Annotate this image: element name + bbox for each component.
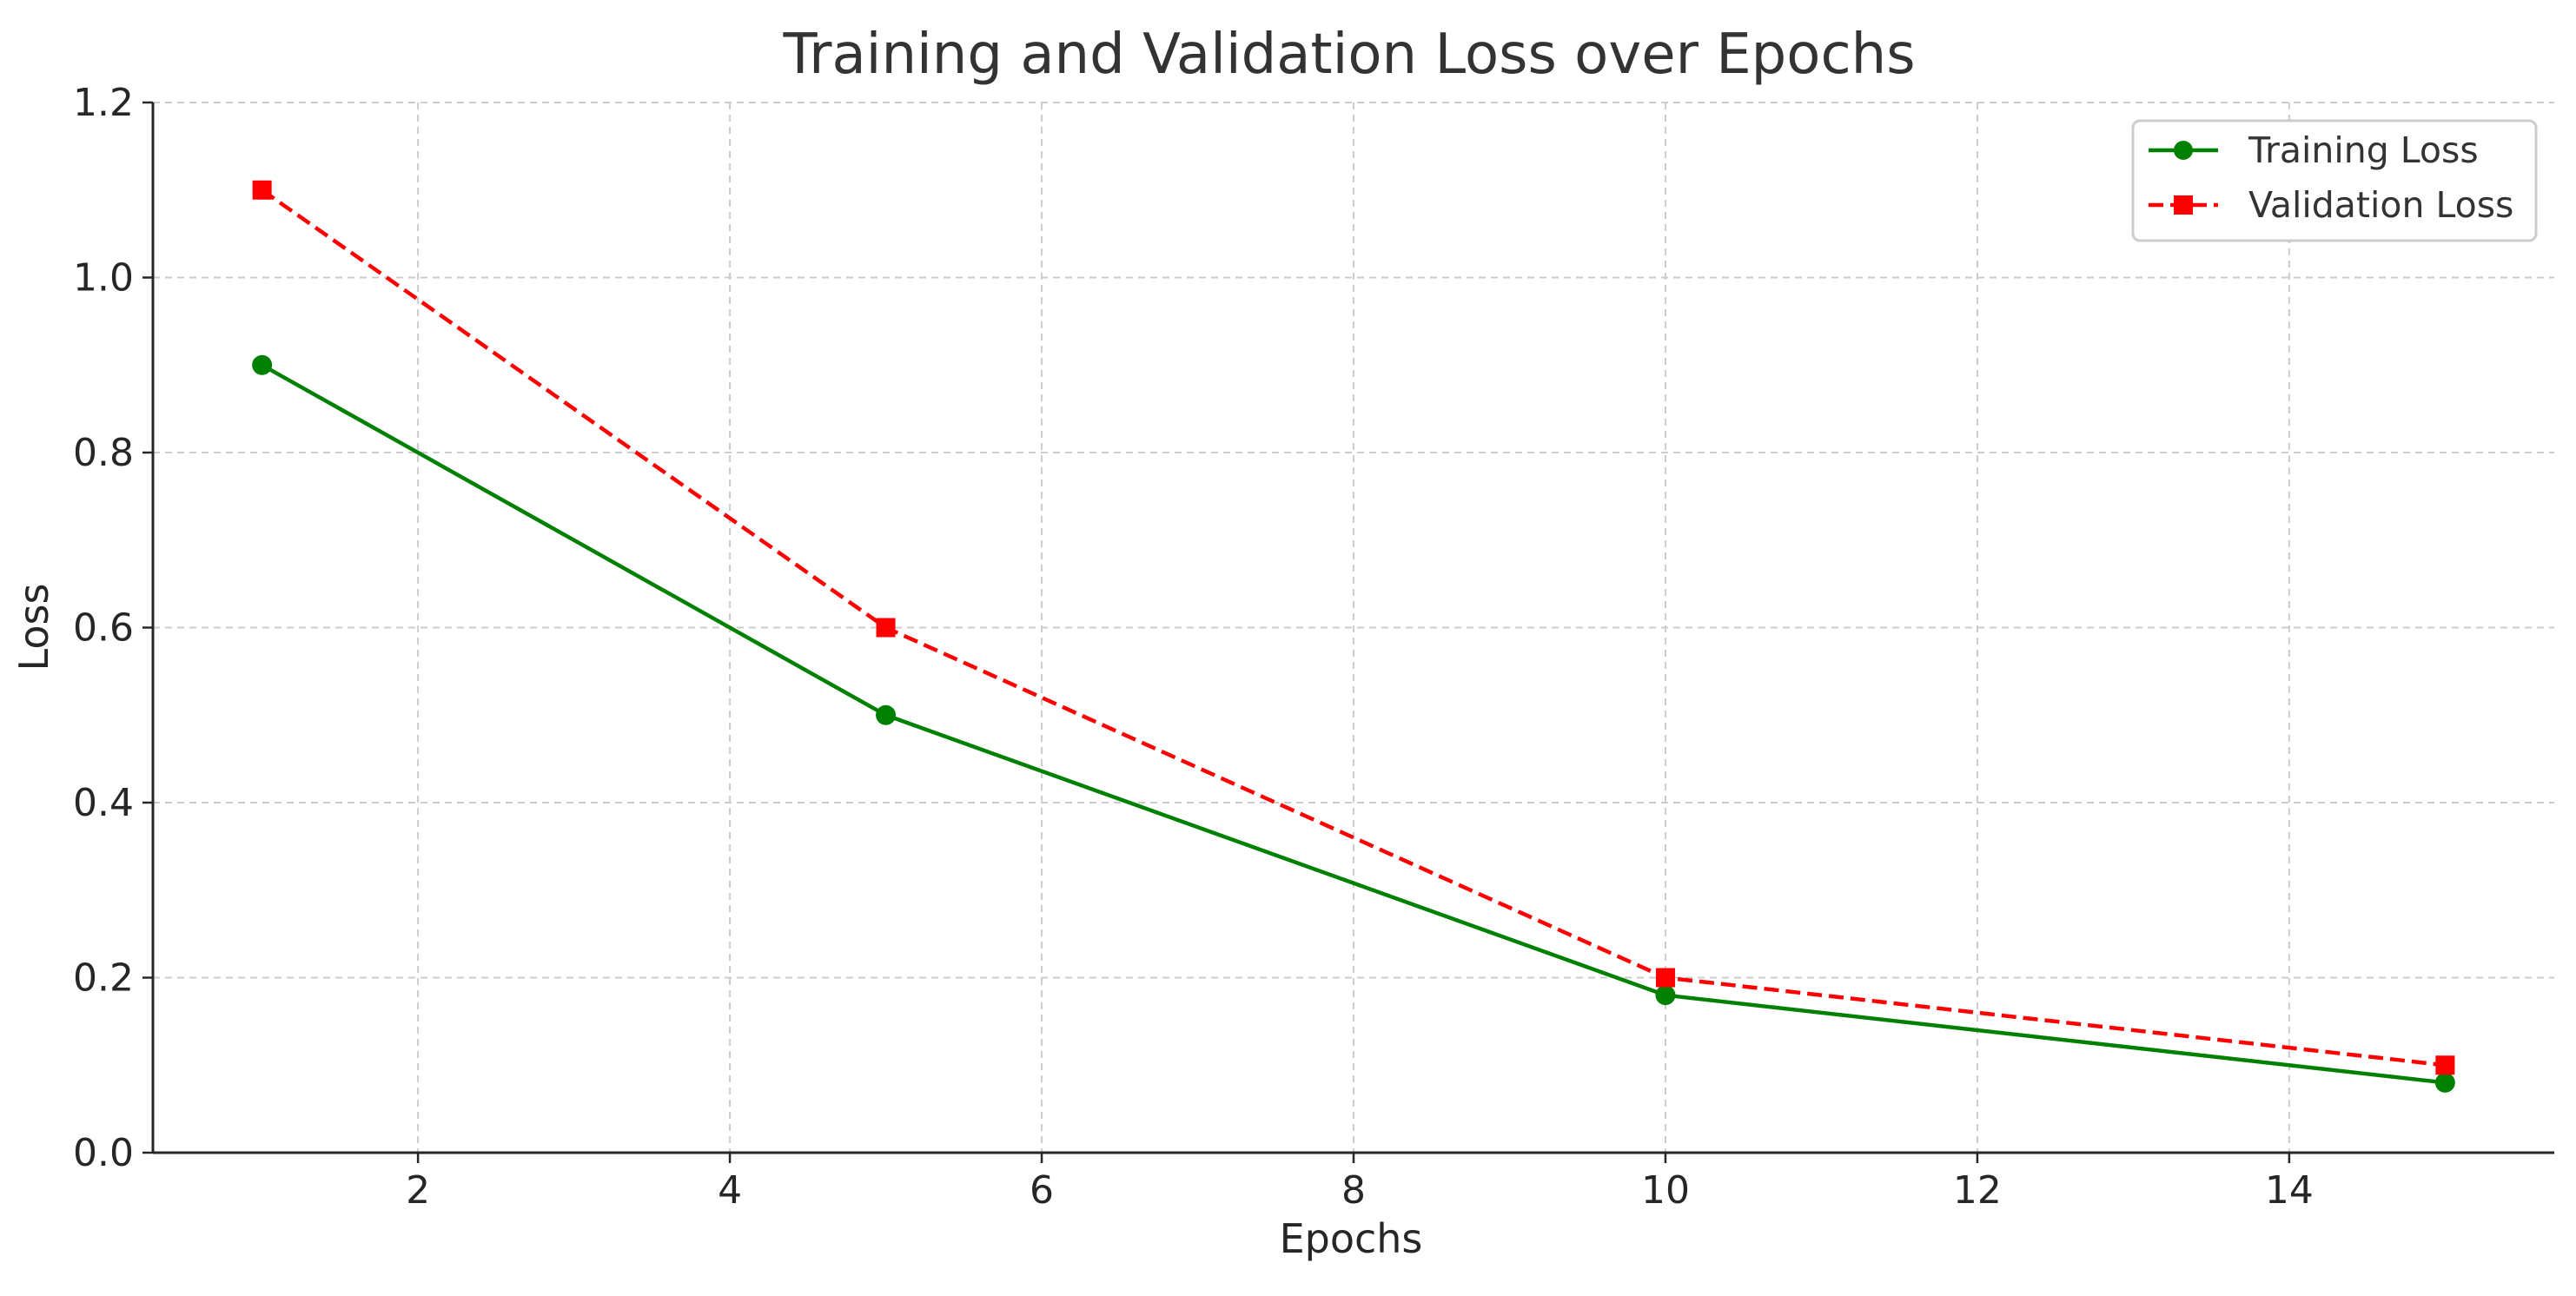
legend-label-validation: Validation Loss [2248, 184, 2513, 226]
legend-entry-training: Training Loss [2149, 129, 2479, 171]
x-tick-label: 6 [1030, 1168, 1054, 1213]
training-loss-point [1655, 985, 1676, 1006]
legend-entry-validation: Validation Loss [2149, 184, 2513, 226]
training-loss-point [2434, 1072, 2455, 1093]
validation-loss-point [1655, 968, 1675, 988]
legend: Training Loss Validation Loss [2131, 119, 2538, 242]
y-tick-label: 0.8 [73, 431, 134, 475]
legend-marker-training [2174, 141, 2193, 160]
chart-title: Training and Validation Loss over Epochs [782, 23, 1915, 87]
legend-marker-validation [2174, 195, 2193, 215]
x-tick-label: 8 [1341, 1168, 1366, 1213]
x-tick-label: 12 [1953, 1168, 2002, 1213]
y-tick-label: 0.2 [73, 956, 134, 1001]
x-tick-label: 2 [406, 1168, 430, 1213]
validation-loss-point [2435, 1055, 2455, 1075]
training-loss-point [252, 354, 273, 375]
y-tick-label: 0.6 [73, 606, 134, 651]
y-tick-label: 0.0 [73, 1131, 134, 1175]
validation-loss-point [876, 618, 896, 638]
series-layer [252, 180, 2455, 1093]
training-loss-point [876, 704, 897, 725]
y-tick-label: 1.2 [73, 81, 134, 125]
y-axis-label: Loss [10, 584, 57, 671]
y-tick-label: 0.4 [73, 781, 134, 825]
validation-loss-point [252, 180, 272, 200]
grid-layer [153, 102, 2554, 1154]
validation-loss-line [261, 188, 2446, 1068]
training-loss-line [261, 363, 2446, 1085]
x-tick-label: 14 [2265, 1168, 2314, 1213]
x-tick-label: 10 [1641, 1168, 1690, 1213]
legend-label-training: Training Loss [2248, 129, 2479, 171]
legend-box [2131, 119, 2538, 242]
x-axis-label: Epochs [1280, 1215, 1423, 1262]
y-tick-label: 1.0 [73, 256, 134, 301]
x-tick-label: 4 [718, 1168, 742, 1213]
ticks-layer: 2 4 6 8 10 12 14 0.0 0.2 0.4 0.6 0.8 1.0 1.2 [73, 81, 2314, 1213]
